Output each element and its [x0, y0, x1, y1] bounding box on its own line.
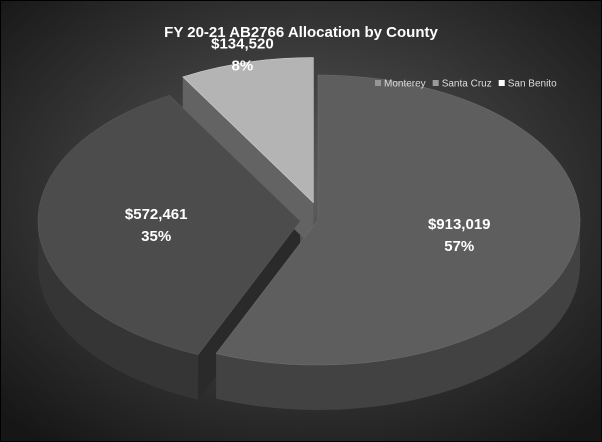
slice	[215, 74, 581, 366]
legend-swatch	[375, 80, 381, 86]
slice	[37, 95, 301, 356]
legend-label: Santa Cruz	[442, 79, 492, 90]
percent-label: 8%	[232, 57, 254, 74]
slice-side	[38, 221, 199, 400]
legend-swatch	[498, 80, 505, 86]
percent-label: 57%	[444, 238, 474, 255]
value-label: $134,520	[211, 35, 274, 52]
legend-label: San Benito	[508, 79, 557, 90]
slice	[182, 57, 314, 204]
legend-label: Monterey	[384, 79, 426, 90]
legend-swatch	[432, 80, 439, 86]
value-label: $913,019	[428, 216, 491, 233]
slice-side	[216, 220, 580, 410]
percent-label: 35%	[141, 228, 171, 245]
chart-title: FY 20-21 AB2766 Allocation by County	[164, 24, 438, 41]
value-label: $572,461	[125, 206, 188, 223]
